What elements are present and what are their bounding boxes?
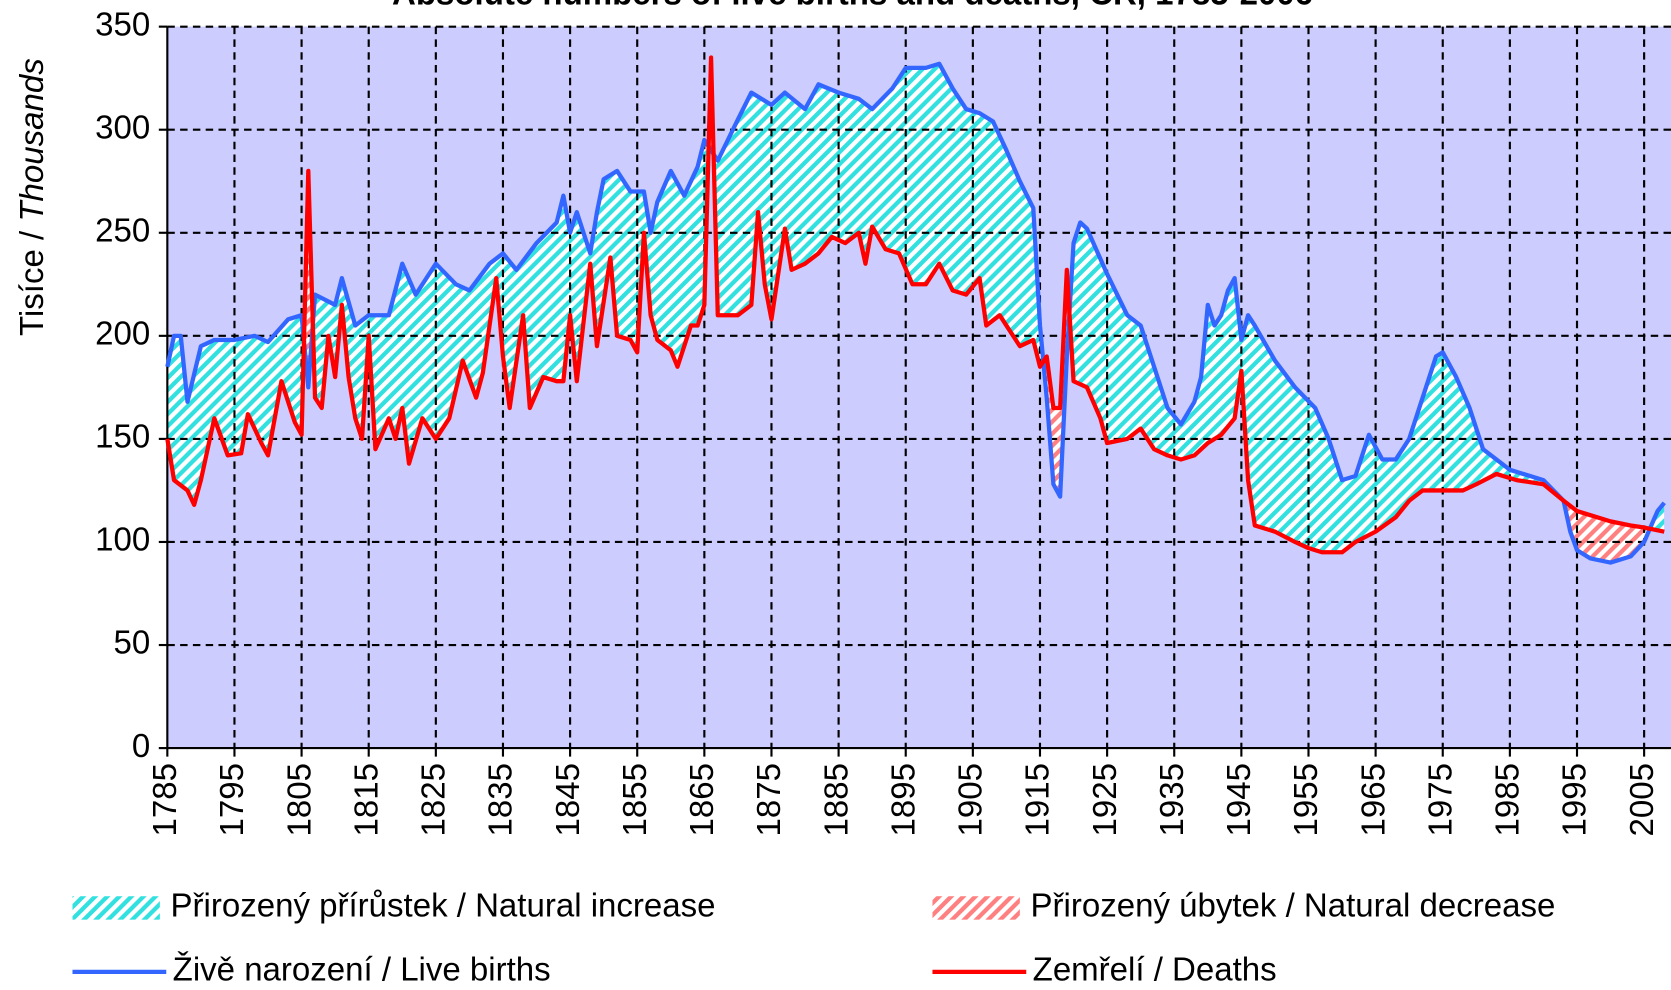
x-tick-label: 1835 — [482, 763, 519, 836]
y-tick-label: 250 — [95, 211, 150, 248]
x-tick-label: 1795 — [213, 763, 250, 836]
chart-title: Absolute numbers of live births and deat… — [392, 0, 1313, 11]
series-line — [165, 61, 1666, 565]
x-tick-label: 1875 — [750, 763, 787, 836]
legend-label: Zemřelí / Deaths — [1033, 951, 1277, 988]
x-tick-label: 2005 — [1623, 763, 1660, 836]
y-axis-label: Tisíce / Thousands — [13, 58, 50, 336]
series-line — [165, 55, 1665, 555]
x-tick-label: 1915 — [1019, 763, 1056, 836]
x-tick-label: 1895 — [884, 763, 921, 836]
y-tick-label: 150 — [95, 418, 150, 455]
legend-swatch — [932, 896, 1020, 920]
x-tick-label: 1815 — [347, 763, 384, 836]
x-tick-label: 1935 — [1153, 763, 1190, 836]
x-tick-label: 1925 — [1086, 763, 1123, 836]
y-axis-label-text: Tisíce / — [13, 230, 50, 336]
legend-label: Přirozený úbytek / Natural decrease — [1031, 887, 1556, 924]
y-tick-label: 350 — [95, 5, 150, 42]
x-tick-label: 1995 — [1556, 763, 1593, 836]
y-tick-label: 200 — [95, 315, 150, 352]
x-tick-label: 1955 — [1287, 763, 1324, 836]
legend-label: Přirozený přírůstek / Natural increase — [171, 887, 716, 924]
x-tick-label: 1905 — [952, 763, 989, 836]
x-tick-label: 1825 — [415, 763, 452, 836]
x-tick-label: 1855 — [616, 763, 653, 836]
x-tick-label: 1865 — [683, 763, 720, 836]
fill-area — [167, 57, 1665, 553]
y-tick-label: 50 — [114, 624, 151, 661]
x-tick-label: 1805 — [280, 763, 317, 836]
y-tick-label: 0 — [132, 727, 150, 764]
x-tick-label: 1845 — [549, 763, 586, 836]
x-tick-label: 1965 — [1354, 763, 1391, 836]
y-tick-label: 100 — [95, 521, 150, 558]
x-tick-label: 1945 — [1220, 763, 1257, 836]
y-tick-label: 300 — [95, 108, 150, 145]
x-tick-label: 1975 — [1421, 763, 1458, 836]
legend-swatch — [72, 896, 160, 920]
legend-label: Živě narození / Live births — [173, 951, 551, 988]
x-tick-label: 1785 — [146, 763, 183, 836]
x-tick-label: 1985 — [1489, 763, 1526, 836]
x-tick-label: 1885 — [817, 763, 854, 836]
y-axis-label-italic: Thousands — [13, 58, 50, 221]
